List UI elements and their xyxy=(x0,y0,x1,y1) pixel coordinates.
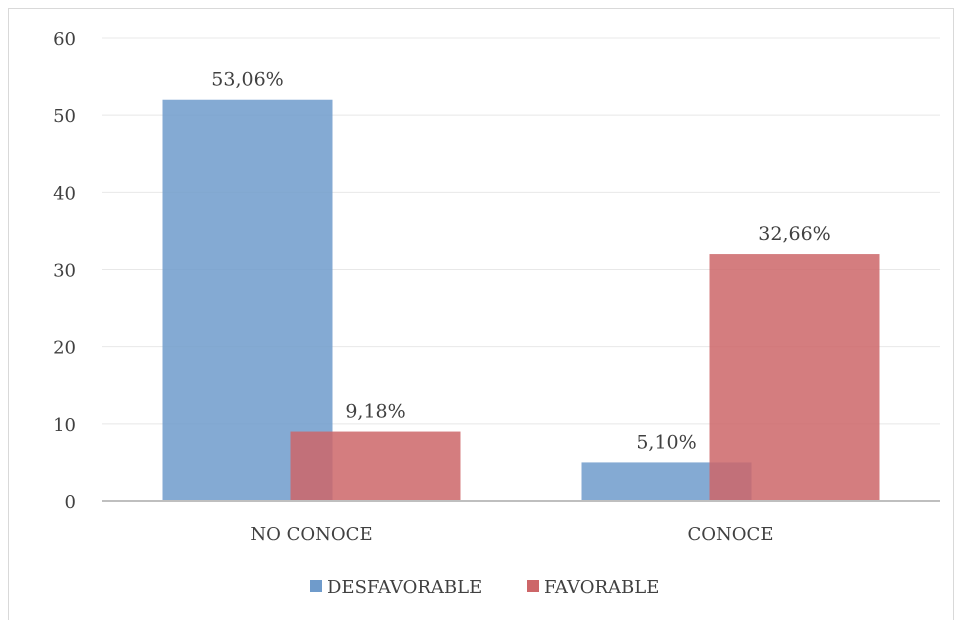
x-tick-label: CONOCE xyxy=(688,524,774,545)
y-tick-label: 50 xyxy=(53,106,76,127)
data-label: 9,18% xyxy=(345,401,405,423)
data-label: 53,06% xyxy=(211,69,283,91)
legend-swatch-desfavorable xyxy=(310,580,322,592)
y-tick-label: 20 xyxy=(53,338,76,359)
x-axis: NO CONOCE CONOCE xyxy=(102,500,940,545)
chart-frame xyxy=(8,8,954,620)
data-label: 32,66% xyxy=(758,223,830,245)
legend-label-favorable: FAVORABLE xyxy=(544,577,659,598)
y-tick-label: 40 xyxy=(53,183,76,204)
y-tick-label: 0 xyxy=(65,492,76,513)
x-tick-label: NO CONOCE xyxy=(250,524,372,545)
data-labels: 53,06% 9,18% 5,10% 32,66% xyxy=(211,69,830,454)
y-axis: 0 10 20 30 40 50 60 xyxy=(53,29,76,513)
y-tick-label: 60 xyxy=(53,29,76,50)
bars xyxy=(162,99,880,501)
legend-swatch-favorable xyxy=(527,580,539,592)
y-tick-label: 10 xyxy=(53,415,76,436)
legend: DESFAVORABLE FAVORABLE xyxy=(310,577,659,598)
data-label: 5,10% xyxy=(636,431,696,453)
bar-favorable-no-conoce xyxy=(290,431,461,501)
legend-label-desfavorable: DESFAVORABLE xyxy=(327,577,482,598)
y-tick-label: 30 xyxy=(53,261,76,282)
bar-favorable-conoce xyxy=(709,254,880,501)
